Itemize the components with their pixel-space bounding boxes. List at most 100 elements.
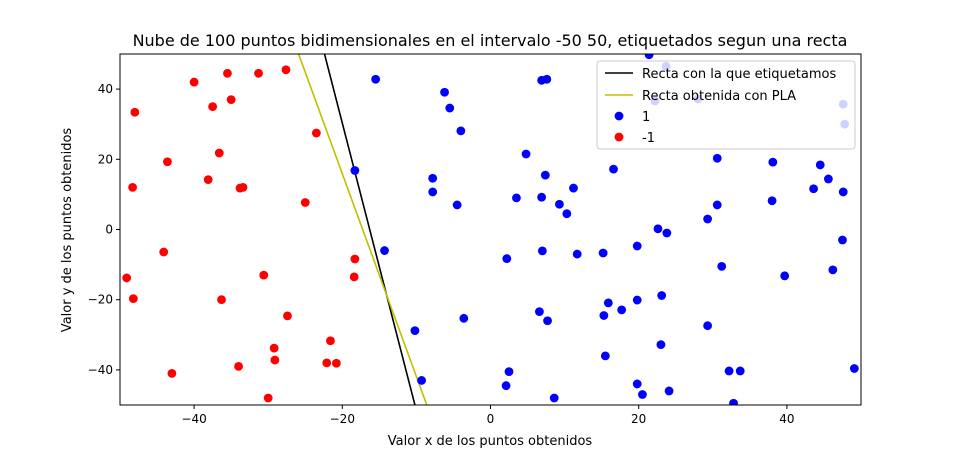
point-positive [428,173,438,183]
point-positive [380,246,389,255]
point-negative [130,107,140,117]
point-positive [603,298,613,308]
point-positive [543,316,552,326]
point-positive [828,265,838,275]
point-positive [600,351,610,361]
point-negative [254,68,263,78]
point-positive [428,187,438,197]
point-positive [569,183,578,193]
point-negative [234,361,243,371]
point-positive [537,192,547,202]
point-positive [537,246,547,256]
point-positive [662,228,672,238]
point-negative [263,393,273,403]
point-positive [617,305,627,315]
point-negative [128,182,137,192]
point-positive [703,214,713,224]
point-positive [657,291,667,300]
point-positive [780,271,790,281]
point-positive [815,160,825,170]
point-positive [638,390,647,399]
point-positive [717,261,727,271]
point-positive [809,184,818,194]
x-axis-label: Valor x de los puntos obtenidos [388,434,593,449]
point-negative [269,343,279,353]
legend-marker-swatch [614,111,624,121]
point-negative [281,65,291,75]
point-positive [452,200,462,210]
point-negative [326,336,335,346]
legend-entry-label: -1 [642,131,655,146]
point-positive [849,364,859,373]
point-positive [504,367,514,377]
point-positive [459,313,469,323]
legend: Recta con la que etiquetamos Recta obteni… [596,60,856,150]
legend-entry-label: Recta obtenida con PLA [642,89,796,104]
point-negative [208,102,218,112]
point-positive [729,398,738,405]
point-positive [632,379,642,389]
point-positive [768,157,778,167]
point-negative [122,273,132,283]
point-positive [512,193,521,203]
point-positive [572,249,582,259]
x-tick-label: 20 [631,412,646,426]
x-tick-label: 0 [487,412,495,426]
point-positive [823,174,833,184]
point-negative [270,355,280,365]
y-axis-label: Valor y de los puntos obtenidos [60,128,75,333]
point-negative [283,311,292,321]
point-negative [167,369,177,378]
point-negative [331,358,341,368]
point-positive [653,224,663,234]
point-positive [350,166,360,175]
point-negative [163,157,172,167]
point-negative [300,198,310,207]
point-negative [311,128,321,138]
labeling-line [323,54,416,405]
x-tick-label: −40 [181,412,206,426]
point-positive [664,386,674,396]
legend-box [596,60,856,150]
y-tick-label: 20 [98,152,113,166]
y-tick-label: −20 [88,293,113,307]
point-positive [502,254,512,264]
point-positive [535,307,544,317]
point-negative [349,272,359,282]
point-negative [189,77,199,87]
point-positive [712,200,722,210]
point-negative [128,294,138,304]
point-positive [521,149,531,159]
point-positive [598,248,608,258]
point-positive [371,74,381,84]
x-tick-label: 40 [779,412,794,426]
point-negative [214,148,224,158]
point-positive [703,321,713,331]
y-tick-label: 0 [105,223,113,237]
point-positive [445,103,455,113]
legend-marker-swatch [614,132,624,142]
y-tick-label: −40 [88,363,113,377]
pla-line [297,54,428,405]
y-tick-label: 40 [98,82,113,96]
point-negative [226,95,236,105]
point-positive [735,366,745,376]
point-positive [838,187,848,197]
point-positive [562,209,572,219]
point-negative [259,270,269,280]
point-negative [350,254,360,264]
point-negative [159,247,169,257]
point-negative [223,68,232,78]
point-positive [656,340,666,350]
point-positive [549,393,559,403]
point-positive [501,381,511,391]
point-positive [644,54,654,60]
x-tick-label: −20 [330,412,355,426]
point-negative [238,182,248,192]
point-positive [767,196,777,206]
point-positive [410,326,420,335]
point-positive [555,199,564,209]
chart-title: Nube de 100 puntos bidimensionales en el… [133,31,848,50]
point-negative [203,175,213,185]
